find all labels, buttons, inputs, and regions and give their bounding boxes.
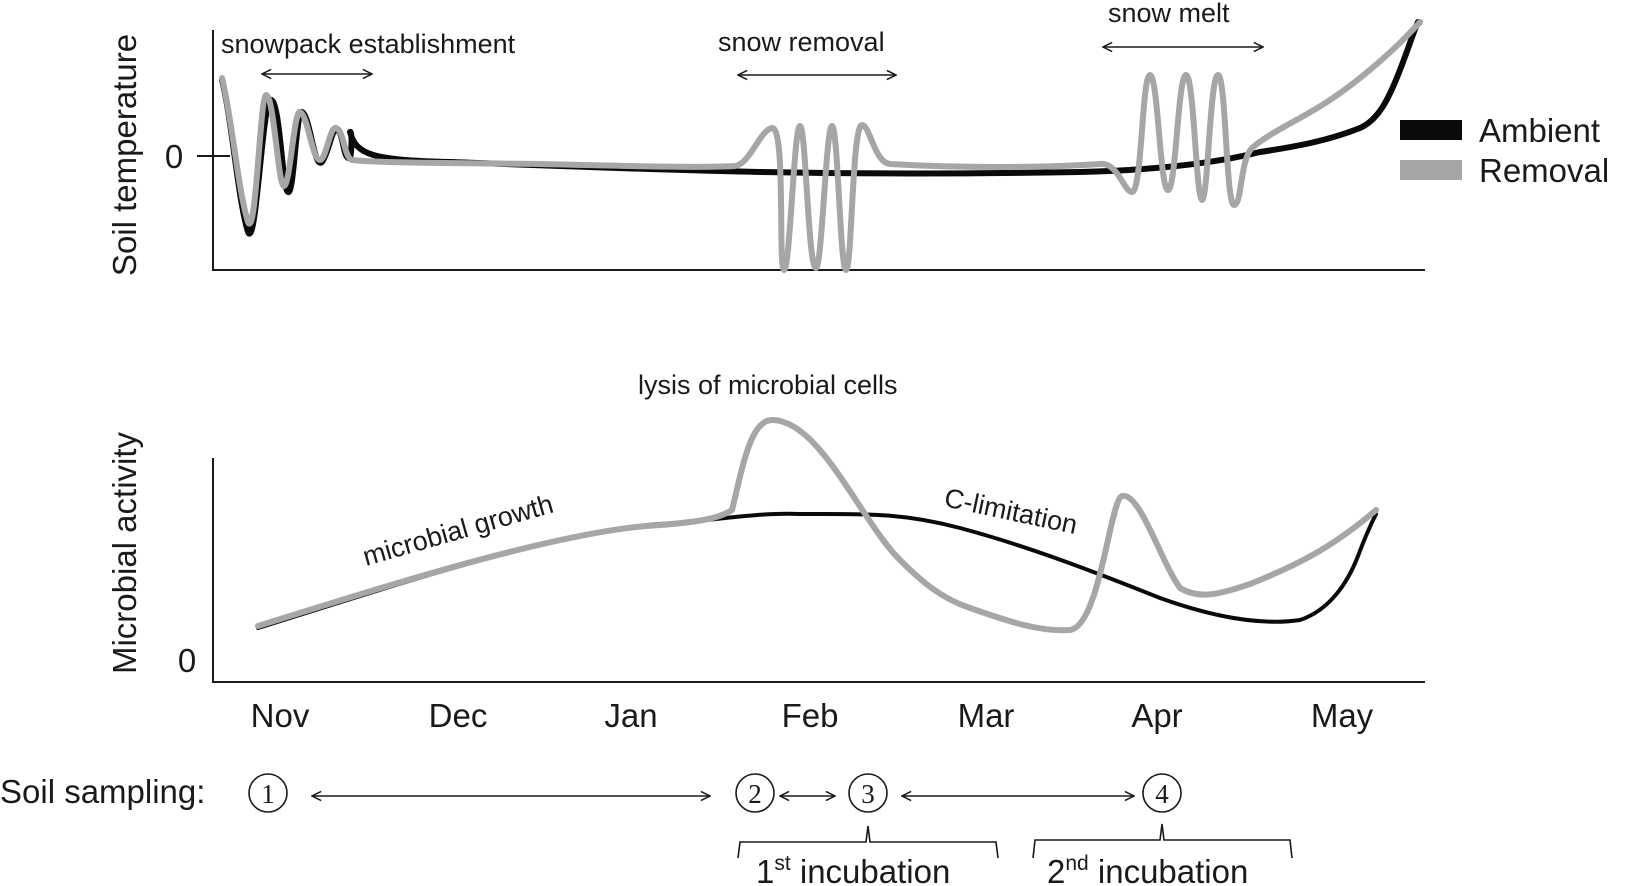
incubation-2-ordinal: 2 <box>1047 853 1065 886</box>
legend-label-removal: Removal <box>1479 152 1609 189</box>
bottom-panel: Microbial activity 0 microbial growth ly… <box>106 370 1425 734</box>
incubation-1-ordinal: 1 <box>756 853 774 886</box>
x-tick-jan: Jan <box>604 697 657 734</box>
legend-swatch-removal <box>1400 160 1462 180</box>
top-axes <box>212 30 1425 271</box>
sampling-point-1-circle <box>248 773 288 813</box>
incubation-1-sup: st <box>774 852 791 875</box>
x-tick-nov: Nov <box>251 697 310 734</box>
annotation-lysis: lysis of microbial cells <box>638 370 898 400</box>
sampling-point-4: 4 <box>1155 779 1169 809</box>
incubation-1-label: 1st incubation <box>756 852 950 886</box>
x-tick-dec: Dec <box>429 697 488 734</box>
x-tick-apr: Apr <box>1131 697 1182 734</box>
sampling-point-2-circle <box>735 773 775 813</box>
top-y-axis-label: Soil temperature <box>106 34 143 276</box>
sampling-point-1: 1 <box>261 779 275 809</box>
annotation-snow-removal: snow removal <box>718 27 885 57</box>
x-tick-may: May <box>1311 697 1374 734</box>
top-panel: Soil temperature 0 <box>106 19 1425 276</box>
incubation-2-label: 2nd incubation <box>1047 852 1248 886</box>
legend-label-ambient: Ambient <box>1479 112 1600 149</box>
x-tick-feb: Feb <box>782 697 839 734</box>
legend-swatch-ambient <box>1400 120 1462 140</box>
annotation-snowpack-establishment: snowpack establishment <box>221 29 516 59</box>
incubation-2-bracket <box>1032 823 1293 859</box>
legend: Ambient Removal <box>1400 112 1609 189</box>
soil-sampling-label: Soil sampling: <box>0 773 205 810</box>
bottom-axes <box>212 458 1425 683</box>
bottom-y-zero-tick: 0 <box>178 642 196 679</box>
incubation-2-sup: nd <box>1065 852 1088 875</box>
annotation-c-limitation: C-limitation <box>942 483 1080 540</box>
sampling-point-2: 2 <box>748 779 762 809</box>
incubation-2-text: incubation <box>1089 853 1249 886</box>
sampling-point-3: 3 <box>861 779 875 809</box>
top-ambient-line <box>219 19 1421 237</box>
top-annotations: snowpack establishment snow removal snow… <box>221 0 1263 75</box>
sampling-point-3-circle <box>848 773 888 813</box>
sampling-point-4-circle <box>1142 773 1182 813</box>
annotation-microbial-growth: microbial growth <box>359 489 556 572</box>
incubation-1-text: incubation <box>791 853 951 886</box>
x-tick-mar: Mar <box>958 697 1015 734</box>
bottom-y-axis-label: Microbial activity <box>106 431 143 674</box>
top-y-zero-tick: 0 <box>165 138 183 175</box>
top-removal-line <box>219 19 1423 273</box>
bottom-removal-line <box>255 417 1379 634</box>
annotation-snow-melt: snow melt <box>1108 0 1230 28</box>
incubation-1-bracket <box>737 825 999 859</box>
soil-sampling-timeline: Soil sampling: 1 2 3 4 1st incubation 2n… <box>0 773 1293 886</box>
